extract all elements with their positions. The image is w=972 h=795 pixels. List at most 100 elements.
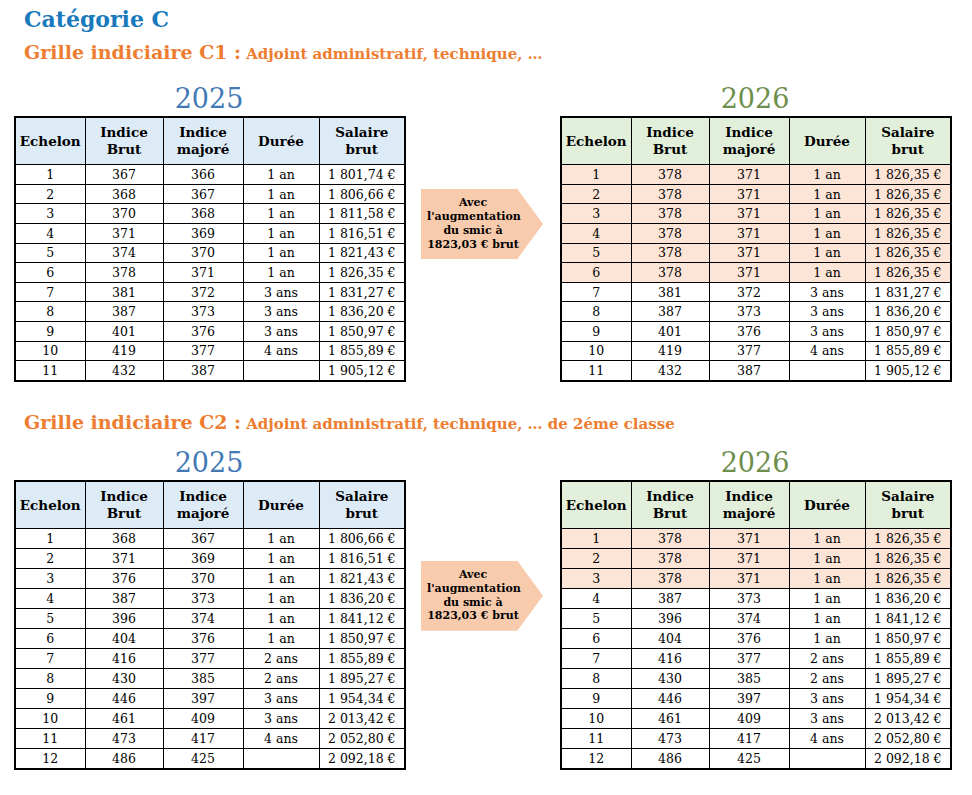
table-cell: 1 855,89 €: [865, 649, 951, 669]
table-cell: 376: [709, 321, 789, 341]
table-cell: 416: [631, 649, 709, 669]
table-cell: 368: [163, 204, 243, 224]
table-cell: 3 ans: [243, 709, 319, 729]
table-block-c2-2026: 2026 EchelonIndice BrutIndice majoréDuré…: [560, 449, 950, 770]
table-row: 114323871 905,12 €: [561, 361, 951, 381]
table-cell: 387: [631, 589, 709, 609]
year-title: 2026: [560, 85, 950, 113]
table-cell: 397: [709, 689, 789, 709]
table-cell: 367: [163, 529, 243, 549]
table-cell: 1 850,97 €: [319, 629, 405, 649]
table-cell: 8: [561, 669, 631, 689]
table-cell: 377: [163, 341, 243, 361]
table-row: 53963741 an1 841,12 €: [561, 609, 951, 629]
table-cell: 1 855,89 €: [319, 649, 405, 669]
table-row: 53783711 an1 826,35 €: [561, 243, 951, 263]
column-header: Echelon: [15, 481, 85, 529]
table-cell: 5: [561, 609, 631, 629]
table-cell: 371: [709, 224, 789, 244]
column-header: Indice Brut: [85, 481, 163, 529]
table-cell: 1 954,34 €: [865, 689, 951, 709]
table-cell: 416: [85, 649, 163, 669]
table-cell: 1 826,35 €: [865, 165, 951, 185]
table-cell: 6: [561, 629, 631, 649]
table-cell: 370: [163, 243, 243, 263]
column-header: Indice Brut: [85, 117, 163, 165]
column-header: Indice Brut: [631, 117, 709, 165]
table-cell: 385: [709, 669, 789, 689]
table-cell: 396: [85, 609, 163, 629]
table-cell: 7: [15, 282, 85, 302]
column-header: Echelon: [561, 117, 631, 165]
table-cell: 387: [631, 302, 709, 322]
section-heading-desc: Adjoint administratif, technique, … de 2…: [246, 415, 674, 433]
table-cell: 1 801,74 €: [319, 165, 405, 185]
table-row: 64043761 an1 850,97 €: [561, 629, 951, 649]
table-cell: 368: [85, 184, 163, 204]
table-cell: 425: [709, 749, 789, 770]
table-cell: 1 850,97 €: [319, 321, 405, 341]
table-cell: 1 850,97 €: [865, 321, 951, 341]
table-cell: 1 826,35 €: [865, 569, 951, 589]
table-cell: 7: [561, 282, 631, 302]
table-block-c1-2026: 2026 EchelonIndice BrutIndice majoréDuré…: [560, 85, 950, 382]
table-cell: 371: [163, 263, 243, 283]
smic-increase-arrow: Avec l'augmentation du smic à 1823,03 € …: [421, 561, 543, 631]
table-row: 43873731 an1 836,20 €: [15, 589, 405, 609]
table-cell: 1: [15, 529, 85, 549]
table-cell: 376: [163, 321, 243, 341]
column-header: Indice majoré: [709, 117, 789, 165]
table-cell: 2 ans: [243, 669, 319, 689]
table-cell: 378: [631, 224, 709, 244]
table-cell: 1 826,35 €: [865, 549, 951, 569]
table-row: 64043761 an1 850,97 €: [15, 629, 405, 649]
table-cell: 387: [163, 361, 243, 381]
table-cell: 387: [85, 589, 163, 609]
table-cell: 371: [709, 243, 789, 263]
table-cell: 5: [15, 609, 85, 629]
table-cell: 372: [709, 282, 789, 302]
table-cell: 373: [163, 589, 243, 609]
section-heading-label: Grille indiciaire C2 :: [24, 411, 241, 433]
header-row: EchelonIndice BrutIndice majoréDuréeSala…: [561, 481, 951, 529]
arrow-cell: Avec l'augmentation du smic à 1823,03 € …: [404, 561, 560, 631]
table-cell: 3: [561, 204, 631, 224]
table-row: 83873733 ans1 836,20 €: [15, 302, 405, 322]
table-cell: 430: [631, 669, 709, 689]
table-row: 23783711 an1 826,35 €: [561, 549, 951, 569]
table-cell: 378: [85, 263, 163, 283]
table-cell: 378: [631, 243, 709, 263]
table-cell: 4 ans: [243, 341, 319, 361]
table-cell: 3 ans: [789, 302, 865, 322]
column-header: Salaire brut: [865, 117, 951, 165]
table-cell: 1 826,35 €: [865, 263, 951, 283]
table-row: 63783711 an1 826,35 €: [15, 263, 405, 283]
table-cell: 381: [631, 282, 709, 302]
table-cell: 6: [15, 263, 85, 283]
table-cell: 1 an: [243, 165, 319, 185]
table-cell: 430: [85, 669, 163, 689]
table-cell: 1 836,20 €: [319, 302, 405, 322]
table-cell: 369: [163, 224, 243, 244]
table-row: 23713691 an1 816,51 €: [15, 549, 405, 569]
table-cell: 1: [561, 165, 631, 185]
table-row: 114323871 905,12 €: [15, 361, 405, 381]
table-cell: 387: [709, 361, 789, 381]
table-cell: 378: [631, 529, 709, 549]
table-cell: 1 an: [243, 204, 319, 224]
table-row: 114734174 ans2 052,80 €: [561, 729, 951, 749]
table-cell: 366: [163, 165, 243, 185]
table-cell: 1 826,35 €: [865, 204, 951, 224]
table-cell: 1 836,20 €: [865, 302, 951, 322]
table-cell: 9: [15, 689, 85, 709]
table-row: 13683671 an1 806,66 €: [15, 529, 405, 549]
tables-row-c1: 2025 EchelonIndice BrutIndice majoréDuré…: [0, 85, 972, 382]
column-header: Indice majoré: [163, 117, 243, 165]
table-cell: 461: [631, 709, 709, 729]
table-cell: 4: [561, 224, 631, 244]
table-cell: 1 an: [789, 204, 865, 224]
table-cell: 417: [709, 729, 789, 749]
table-row: 63783711 an1 826,35 €: [561, 263, 951, 283]
table-cell: 373: [163, 302, 243, 322]
table-cell: 2: [15, 549, 85, 569]
